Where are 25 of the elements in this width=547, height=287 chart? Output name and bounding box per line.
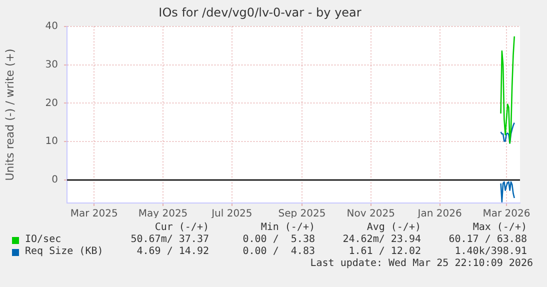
text: 24.62m/ 23.94 <box>342 234 421 245</box>
text: 4.69 / 14.92 <box>136 246 209 257</box>
y-tick-label: 40 <box>45 20 58 32</box>
text: Cur (-/+) <box>154 222 209 233</box>
x-tick-label: Mar 2025 <box>70 208 118 220</box>
text: 1.40k/398.91 <box>454 246 527 257</box>
text: 50.67m/ 37.37 <box>130 234 209 245</box>
text: 0.00 / 4.83 <box>242 246 315 257</box>
text: Avg (-/+) <box>366 222 421 233</box>
text: Last update: Wed Mar 25 22:10:09 2026 <box>310 258 533 269</box>
chart-title: IOs for /dev/vg0/lv-0-var - by year <box>158 5 362 20</box>
y-tick-label: 30 <box>45 59 58 70</box>
y-tick-label: 20 <box>45 98 58 109</box>
text: 1.61 / 12.02 <box>348 246 421 257</box>
y-tick-label: 10 <box>45 136 58 148</box>
text: 60.17 / 63.88 <box>448 234 527 245</box>
legend-label: IO/sec <box>25 234 62 245</box>
text: Min (-/+) <box>260 222 315 233</box>
x-tick-label: Nov 2025 <box>346 208 395 220</box>
text: 0.00 / 5.38 <box>242 234 315 245</box>
y-tick-label: 0 <box>52 174 58 186</box>
x-tick-label: Mar 2026 <box>482 208 530 220</box>
legend-label: Req Size (KB) <box>25 246 104 257</box>
text: Max (-/+) <box>472 222 527 233</box>
y-axis-title: Units read (-) / write (+) <box>3 48 16 181</box>
